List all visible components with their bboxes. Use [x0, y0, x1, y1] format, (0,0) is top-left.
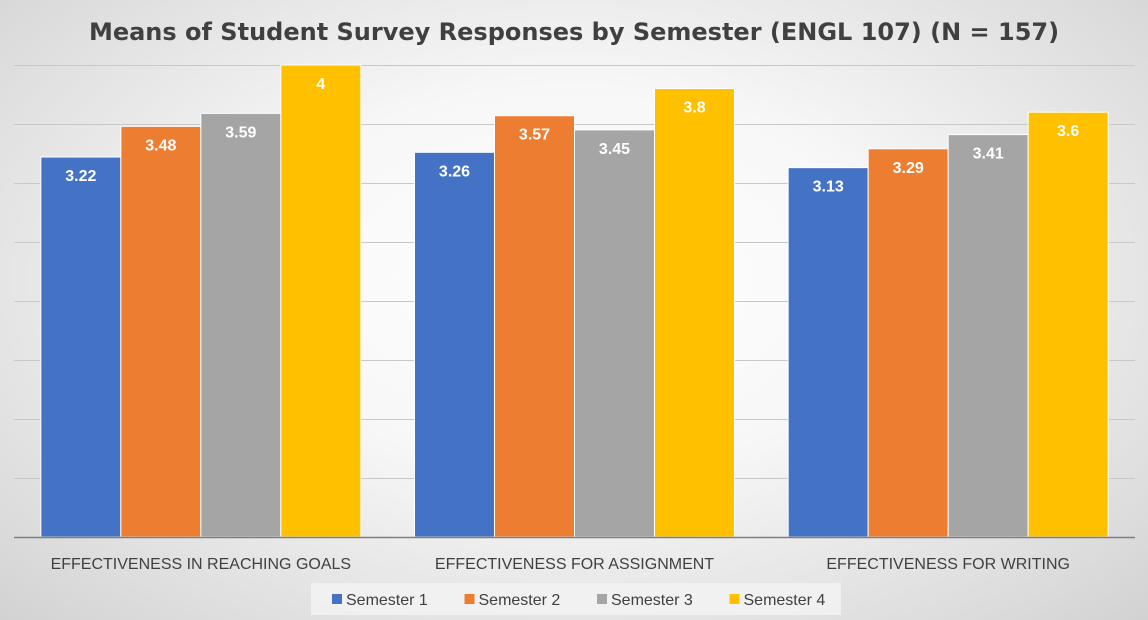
bar-2-3	[574, 129, 655, 538]
bar-1-3	[200, 112, 282, 538]
data-label-1-4: 4	[316, 76, 325, 93]
data-label-2-4: 3.8	[683, 100, 705, 117]
bar-3-4	[1027, 111, 1109, 538]
bar-3-2	[867, 148, 949, 538]
bars	[40, 64, 1109, 538]
legend-label-3: Semester 3	[611, 592, 693, 609]
category-label-1: EFFECTIVENESS IN REACHING GOALS	[51, 556, 352, 573]
legend-box	[311, 583, 841, 615]
data-label-3-2: 3.29	[893, 160, 924, 177]
legend-swatch-2	[464, 594, 475, 604]
legend-swatch-3	[597, 594, 607, 604]
bar-3-1	[787, 167, 869, 538]
data-label-2-3: 3.45	[599, 141, 630, 158]
data-label-3-3: 3.41	[973, 146, 1004, 163]
bar-2-4	[654, 88, 735, 538]
data-label-1-2: 3.48	[145, 137, 176, 154]
bar-1-4	[280, 64, 362, 538]
data-label-3-1: 3.13	[813, 179, 844, 196]
bar-3-3	[947, 134, 1029, 538]
bar-2-1	[414, 151, 495, 538]
bar-1-2	[120, 125, 202, 538]
data-label-1-1: 3.22	[65, 168, 96, 185]
chart-title: Means of Student Survey Responses by Sem…	[89, 18, 1059, 46]
legend-swatch-1	[332, 594, 342, 604]
legend-label-1: Semester 1	[346, 592, 428, 609]
data-label-2-1: 3.26	[439, 163, 470, 180]
data-label-3-4: 3.6	[1057, 123, 1079, 140]
legend: Semester 1 Semester 2 Semester 3 Semester 4	[311, 583, 841, 615]
bar-2-2	[494, 115, 575, 538]
category-label-3: EFFECTIVENESS FOR WRITING	[826, 556, 1070, 573]
data-labels: 3.22 3.48 3.59 4 3.26 3.57 3.45 3.8 3.13 3.29 3.41…	[65, 76, 1079, 196]
legend-label-4: Semester 4	[744, 592, 826, 609]
category-label-2: EFFECTIVENESS FOR ASSIGNMENT	[435, 556, 714, 573]
x-axis: EFFECTIVENESS IN REACHING GOALS EFFECTIVE…	[14, 536, 1135, 573]
data-label-2-2: 3.57	[519, 127, 550, 144]
legend-label-2: Semester 2	[479, 592, 561, 609]
legend-swatch-4	[729, 594, 740, 604]
bar-1-1	[40, 156, 122, 538]
data-label-1-3: 3.59	[225, 124, 256, 141]
